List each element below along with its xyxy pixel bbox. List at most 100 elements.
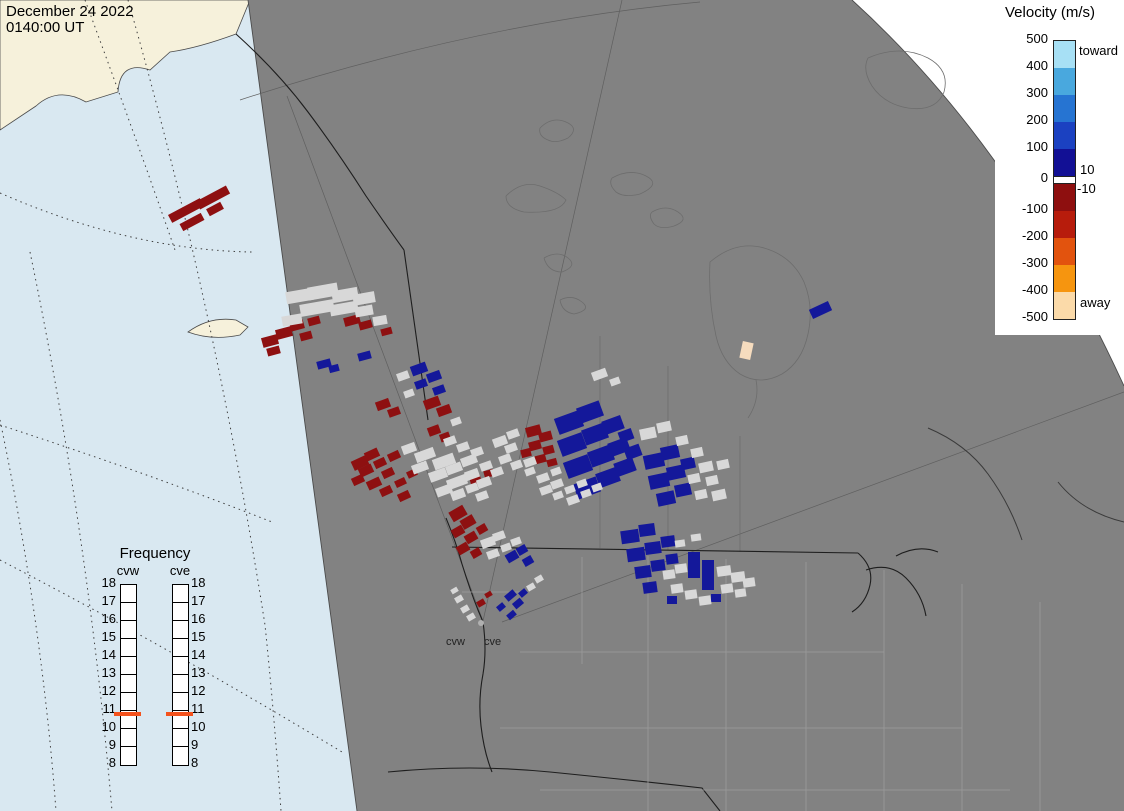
velocity-cell-gray <box>522 456 538 468</box>
velocity-cell-gray <box>716 565 732 577</box>
frequency-col-cve: cve <box>169 563 191 578</box>
frequency-tick-right: 12 <box>191 683 206 698</box>
velocity-cell-blue <box>644 540 662 556</box>
velocity-cell-gray <box>698 595 712 606</box>
frequency-tick-left: 15 <box>101 629 116 644</box>
velocity-cell-red <box>469 547 483 559</box>
frequency-ladder-cve <box>172 584 189 766</box>
velocity-cell-gray <box>552 490 564 501</box>
velocity-cell-blue <box>711 594 721 602</box>
velocity-cell-gray <box>485 548 501 560</box>
velocity-cell-red <box>396 489 412 503</box>
velocity-cell-gray <box>454 594 464 604</box>
velocity-cell-red <box>426 424 442 437</box>
velocity-cell-blue <box>504 549 520 564</box>
velocity-cell-red <box>374 397 392 412</box>
velocity-cell-gray <box>445 473 469 491</box>
velocity-cell-red <box>378 484 394 498</box>
velocity-cell-red <box>372 456 388 470</box>
velocity-colorbar <box>1053 40 1076 320</box>
velocity-cell-gray <box>684 589 698 600</box>
velocity-cell-blue <box>634 564 652 580</box>
velocity-cell-blue <box>673 482 693 498</box>
velocity-cell-gray <box>580 488 592 499</box>
velocity-cell-blue <box>642 452 666 470</box>
frequency-tick-right: 18 <box>191 575 206 590</box>
velocity-cell-blue <box>667 596 677 604</box>
velocity-cell-gray <box>549 478 565 490</box>
land-islet <box>187 318 249 338</box>
velocity-cell-red <box>365 476 383 491</box>
velocity-cell-gray <box>403 388 415 399</box>
velocity-cell-gray <box>307 282 339 301</box>
velocity-cell-blue <box>413 378 429 390</box>
frequency-tick-left: 16 <box>101 611 116 626</box>
velocity-cell-gray <box>730 571 746 583</box>
land-alaska <box>0 0 251 338</box>
colorbar-segment <box>1054 149 1075 176</box>
date-label: December 24 2022 <box>6 3 134 20</box>
radar-site-dot <box>478 620 484 626</box>
velocity-tick: 500 <box>1026 31 1048 46</box>
frequency-ladder-cell <box>173 693 188 711</box>
velocity-cell-gray <box>690 533 702 542</box>
velocity-cell-gray <box>413 446 437 464</box>
frequency-ladder-cell <box>121 603 136 621</box>
velocity-cell-gray <box>500 542 512 553</box>
frequency-tick-right: 11 <box>191 701 205 716</box>
velocity-cell-red <box>484 590 493 599</box>
frequency-ladder-cvw <box>120 584 137 766</box>
velocity-cell-gray <box>352 291 376 306</box>
velocity-cell-gray <box>694 488 708 501</box>
velocity-cell-blue <box>562 454 594 479</box>
velocity-cell-gray <box>576 478 588 489</box>
radar-label-cve: cve <box>484 636 502 648</box>
velocity-cell-red <box>455 541 471 556</box>
velocity-cell-gray <box>509 459 524 471</box>
velocity-cell-gray <box>711 488 727 502</box>
velocity-cell-gray <box>590 367 609 382</box>
velocity-cell-blue <box>504 589 517 602</box>
threshold-high-label: 10 <box>1080 162 1095 177</box>
velocity-cell-gray <box>463 467 481 482</box>
velocity-cell-blue <box>617 427 635 444</box>
velocity-cell-red <box>363 447 381 462</box>
frequency-ladder-cell <box>121 729 136 747</box>
velocity-cell-gray <box>281 313 303 327</box>
frequency-tick-left: 10 <box>101 719 116 734</box>
velocity-cell-gray <box>524 466 536 477</box>
velocity-cell-red <box>476 598 486 608</box>
velocity-cell-blue <box>688 552 700 578</box>
velocity-cell-gray <box>510 536 522 547</box>
velocity-cell-red <box>299 330 313 342</box>
velocity-tick: -300 <box>1021 255 1048 270</box>
velocity-cell-gray <box>534 574 544 584</box>
frequency-col-cvw: cvw <box>116 563 140 578</box>
velocity-cell-gray <box>716 458 730 471</box>
velocity-cell-gray <box>354 304 374 318</box>
velocity-cell-gray <box>705 474 719 487</box>
velocity-cell-blue <box>316 358 332 370</box>
velocity-cell-blue <box>328 363 340 374</box>
velocity-cell-gray <box>469 446 485 458</box>
frequency-ladder-cell <box>173 729 188 747</box>
velocity-tick: -500 <box>1021 309 1048 324</box>
frequency-marker-cve <box>166 711 193 716</box>
frequency-tick-right: 15 <box>191 629 206 644</box>
velocity-cell-gray <box>479 535 497 550</box>
velocity-cell-gray <box>489 466 505 478</box>
frequency-tick-left: 9 <box>108 737 116 752</box>
velocity-tick: 300 <box>1026 85 1048 100</box>
frequency-ladder-cell <box>173 675 188 693</box>
colorbar-segment <box>1054 211 1075 238</box>
velocity-cell-blue <box>506 609 517 621</box>
frequency-ladder-cell <box>173 603 188 621</box>
velocity-cell-red <box>274 326 294 340</box>
velocity-cell-red <box>542 444 555 456</box>
velocity-cell-gray <box>395 370 411 382</box>
velocity-cell-red <box>386 406 402 418</box>
velocity-cell-gray <box>674 539 686 548</box>
velocity-cell-blue <box>518 588 528 598</box>
velocity-cell-gray <box>526 582 536 592</box>
